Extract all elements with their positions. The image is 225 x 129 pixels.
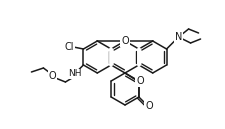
Text: O: O [136, 76, 143, 86]
Text: NH: NH [67, 70, 81, 79]
Text: O: O [121, 36, 128, 46]
Text: Cl: Cl [64, 42, 74, 52]
Text: O: O [48, 71, 56, 81]
Text: N: N [174, 32, 181, 42]
Text: O: O [144, 101, 152, 111]
